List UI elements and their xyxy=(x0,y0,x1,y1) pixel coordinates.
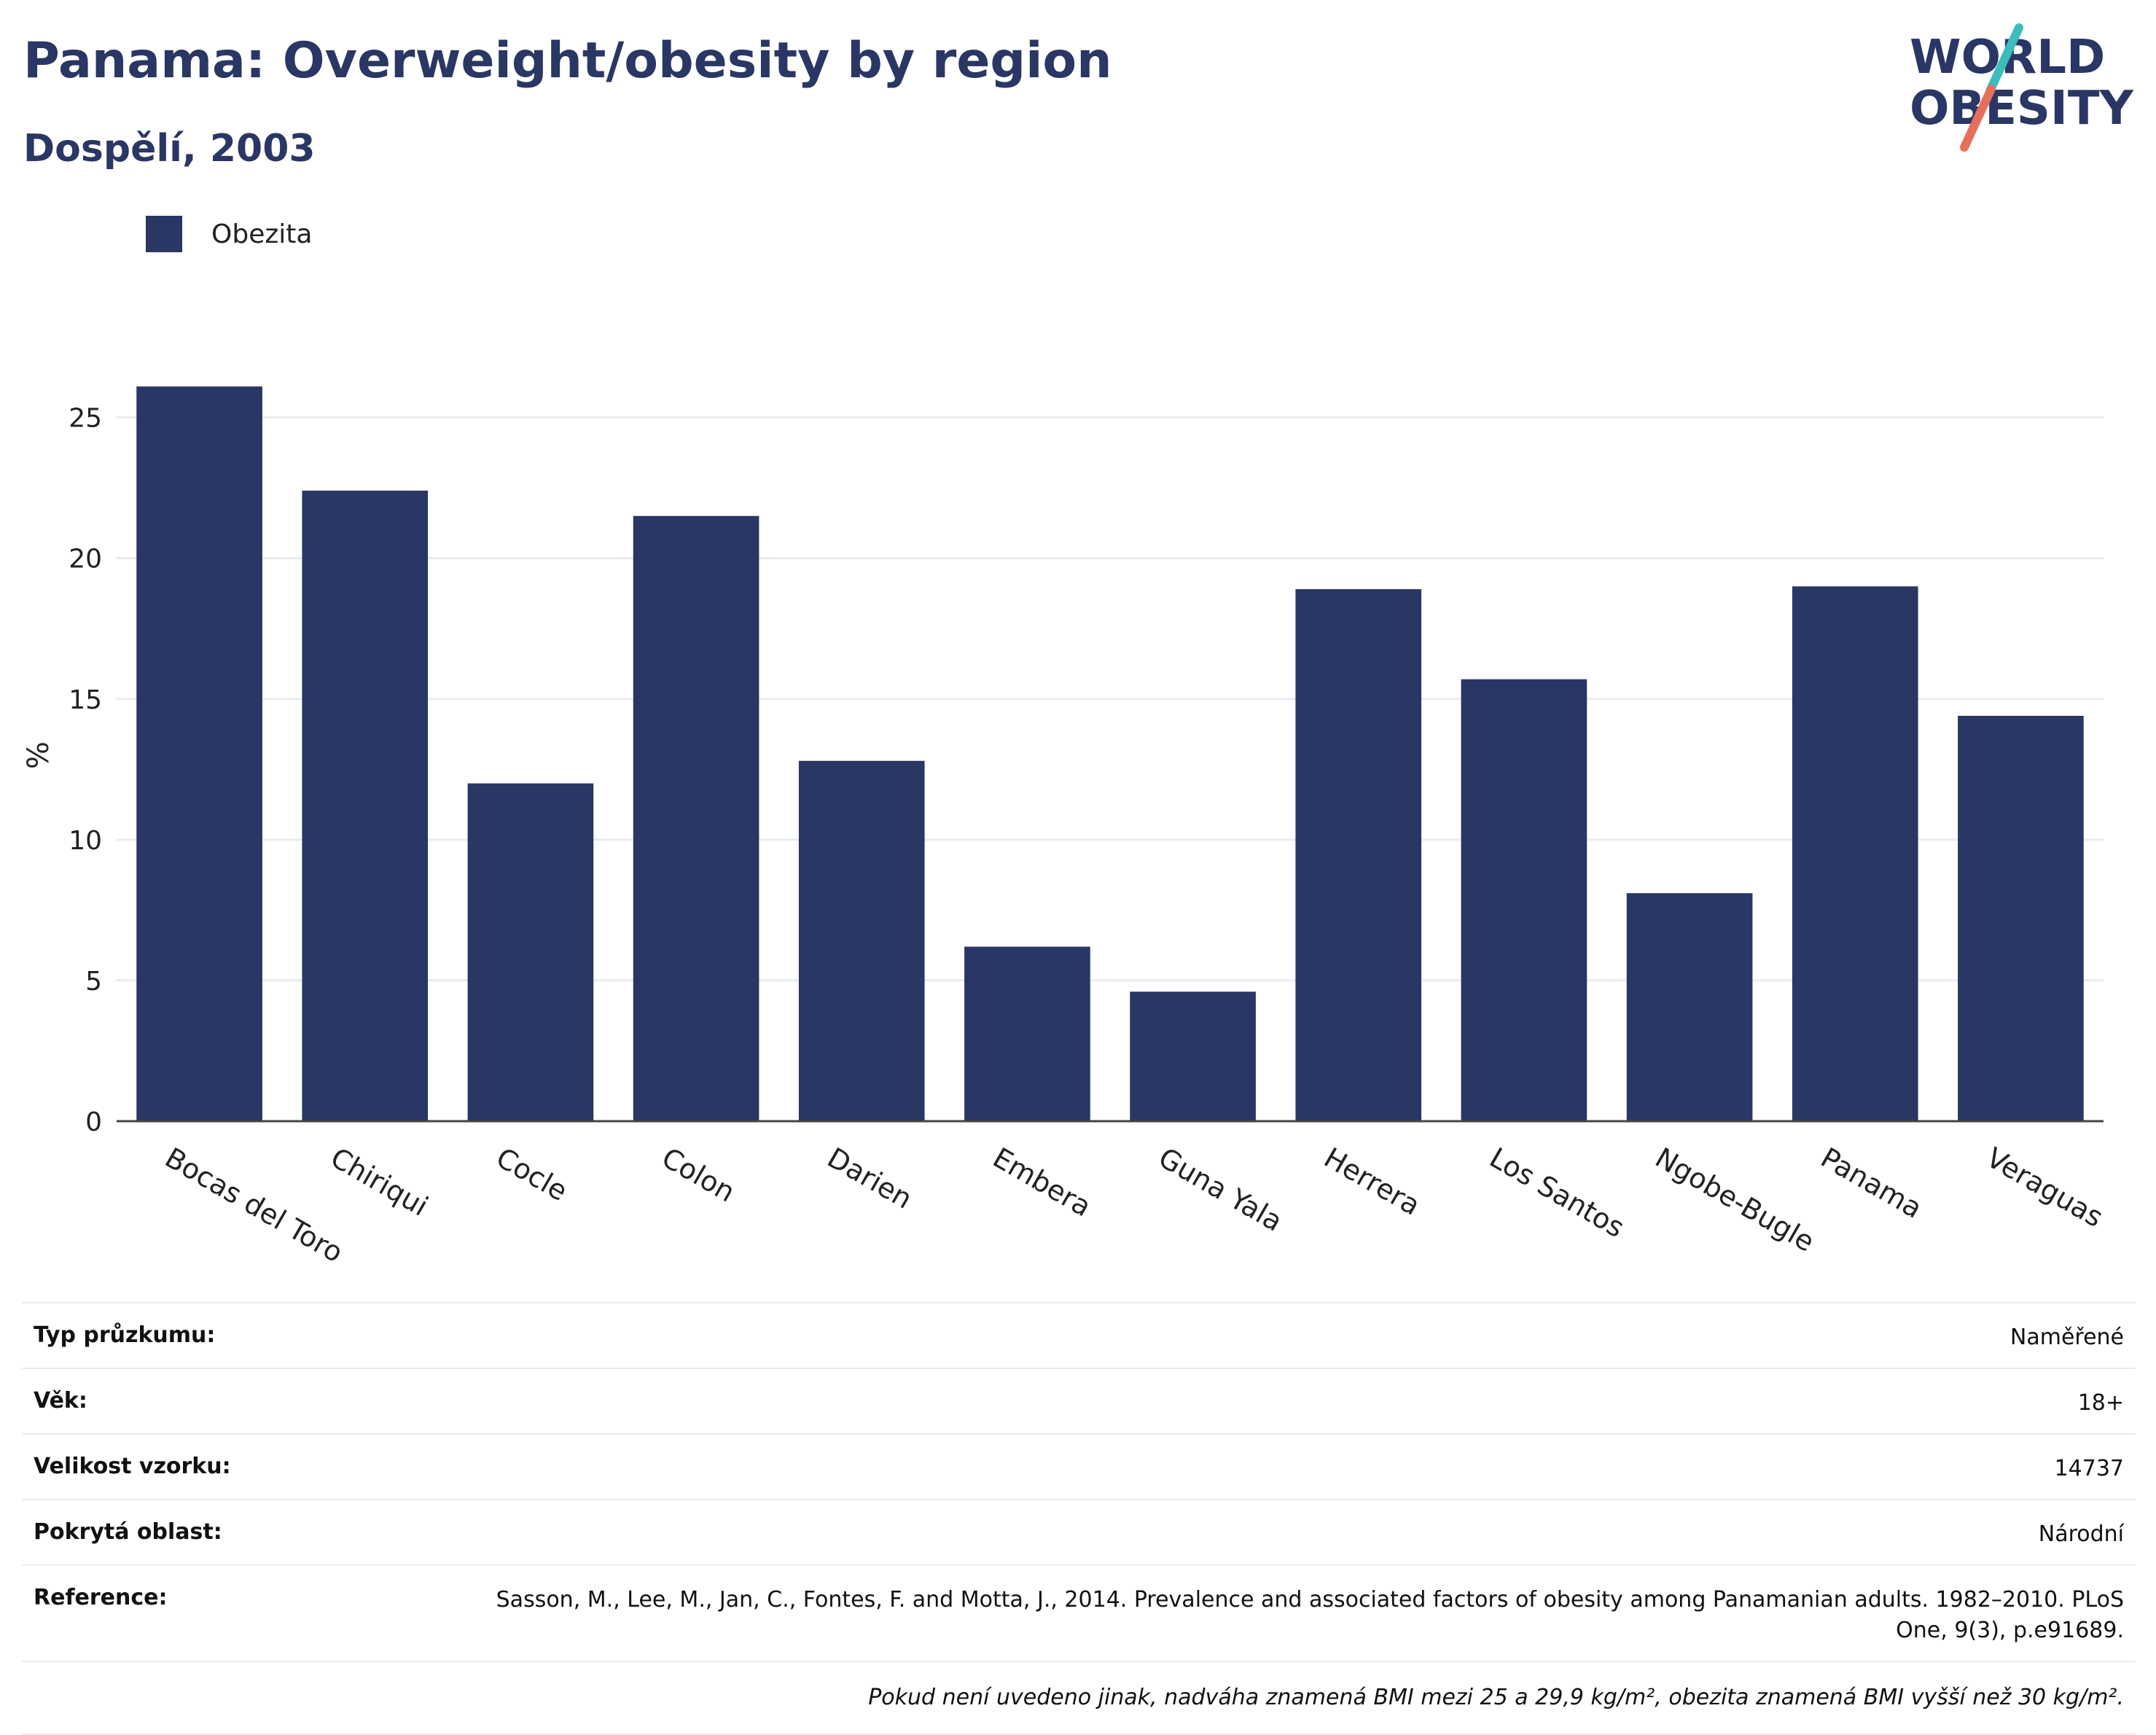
info-value: 14737 xyxy=(2054,1456,2124,1481)
y-tick-label: 15 xyxy=(69,685,102,715)
y-tick-label: 10 xyxy=(69,826,102,856)
info-row-sample-size: Velikost vzorku: 14737 xyxy=(22,1435,2136,1500)
info-row-coverage: Pokrytá oblast: Národní xyxy=(22,1500,2136,1566)
x-category-label: Los Santos xyxy=(1484,1142,1630,1244)
x-category-label: Colon xyxy=(657,1142,741,1209)
bar-ngobe-bugle xyxy=(1626,893,1753,1121)
bar-panama xyxy=(1792,586,1918,1121)
x-category-label: Chiriqui xyxy=(325,1142,434,1223)
bar-colon xyxy=(633,515,759,1121)
info-key: Věk: xyxy=(34,1388,87,1414)
logo-accent-coral xyxy=(1960,85,1996,152)
x-category-label: Panama xyxy=(1816,1142,1928,1225)
y-axis-ticks: 0 5 10 15 20 25 xyxy=(69,404,102,1137)
y-tick-label: 0 xyxy=(85,1107,102,1137)
info-row-reference: Reference: Sasson, M., Lee, M., Jan, C.,… xyxy=(22,1566,2136,1662)
y-tick-label: 25 xyxy=(69,404,102,434)
x-category-label: Darien xyxy=(822,1142,918,1215)
x-category-label: Herrera xyxy=(1319,1142,1426,1222)
bars xyxy=(136,386,2084,1121)
legend-swatch-obezita xyxy=(146,216,182,252)
world-obesity-logo: WORLD OBESITY xyxy=(1910,23,2133,152)
x-category-label: Cocle xyxy=(491,1142,573,1207)
bar-embera xyxy=(964,946,1090,1121)
info-value: Sasson, M., Lee, M., Jan, C., Fontes, F.… xyxy=(496,1587,2124,1643)
x-category-label: Guna Yala xyxy=(1153,1142,1288,1238)
info-key: Velikost vzorku: xyxy=(34,1454,231,1479)
info-row-survey-type: Typ průzkumu: Naměřené xyxy=(22,1303,2136,1369)
bar-cocle xyxy=(467,783,594,1121)
chart-subtitle: Dospělí, 2003 xyxy=(23,127,316,171)
bar-herrera xyxy=(1295,589,1422,1121)
note-text: Pokud není uvedeno jinak, nadváha znamen… xyxy=(868,1685,2124,1710)
legend: Obezita xyxy=(146,216,312,252)
info-key: Typ průzkumu: xyxy=(34,1322,216,1348)
x-category-label: Ngobe-Bugle xyxy=(1650,1142,1820,1258)
y-tick-label: 5 xyxy=(85,967,102,997)
bar-bocas-del-toro xyxy=(136,386,262,1121)
y-axis-title: % xyxy=(22,741,55,769)
bar-guna-yala xyxy=(1130,991,1256,1121)
bar-los-santos xyxy=(1461,679,1587,1121)
x-category-label: Embera xyxy=(988,1142,1097,1223)
logo-accent-teal xyxy=(1985,23,2023,95)
x-category-label: Bocas del Toro xyxy=(160,1142,348,1269)
info-value: Naměřené xyxy=(2009,1325,2124,1350)
legend-label-obezita: Obezita xyxy=(211,219,313,249)
info-value: Národní xyxy=(2038,1521,2124,1547)
chart-title: Panama: Overweight/obesity by region xyxy=(23,32,1112,90)
definition-note: Pokud není uvedeno jinak, nadváha znamen… xyxy=(22,1662,2136,1735)
y-tick-label: 20 xyxy=(69,545,102,574)
info-table: Typ průzkumu: Naměřené Věk: 18+ Velikost… xyxy=(22,1302,2136,1735)
bar-chiriqui xyxy=(302,491,429,1121)
grid-lines xyxy=(117,416,2104,982)
info-key: Pokrytá oblast: xyxy=(34,1519,222,1545)
logo-text-obesity: OBESITY xyxy=(1910,82,2133,136)
bar-veraguas xyxy=(1958,715,2084,1121)
bar-darien xyxy=(798,760,925,1121)
info-row-age: Věk: 18+ xyxy=(22,1369,2136,1435)
x-category-label: Veraguas xyxy=(1981,1142,2109,1233)
info-key: Reference: xyxy=(34,1585,168,1610)
info-value: 18+ xyxy=(2077,1390,2124,1416)
